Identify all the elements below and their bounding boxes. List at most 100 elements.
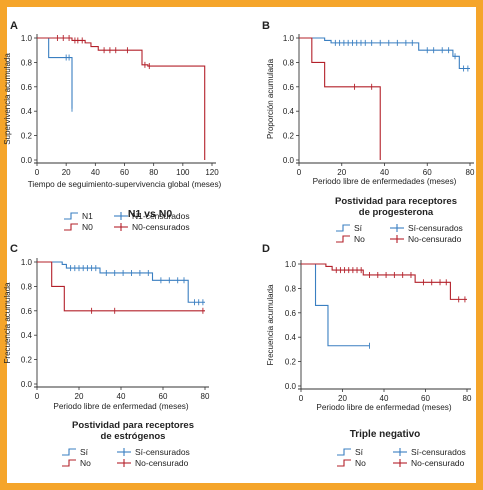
y-tick-label: 0.0 xyxy=(285,382,297,391)
legend-line-swatch xyxy=(337,448,351,456)
legend-label: N0 xyxy=(82,222,93,232)
x-axis-label: Periodo libre de enfermedad (meses) xyxy=(53,402,188,411)
x-tick-label: 0 xyxy=(299,394,304,403)
y-tick-label: 0.6 xyxy=(285,309,297,318)
legend-label: Sí-censurados xyxy=(135,447,190,457)
legend-label: Sí xyxy=(355,447,364,457)
x-tick-label: 20 xyxy=(75,392,84,401)
x-tick-label: 120 xyxy=(205,168,219,177)
x-tick-label: 40 xyxy=(380,394,389,403)
y-axis-label: Frecuencia acumulada xyxy=(266,284,275,365)
y-tick-label: 0.2 xyxy=(21,132,33,141)
y-tick-label: 0.4 xyxy=(283,107,295,116)
x-tick-label: 60 xyxy=(120,168,129,177)
series-line-Sí xyxy=(299,37,470,70)
x-tick-label: 80 xyxy=(201,392,210,401)
y-tick-label: 0.8 xyxy=(285,284,297,293)
y-tick-label: 0.6 xyxy=(21,83,33,92)
x-tick-label: 20 xyxy=(337,168,346,177)
panel-a: A 0.0 0.2 0.4 0.6 0.8 1.0 0 20 40 60 80 100 120 Tiemp… xyxy=(3,20,222,232)
y-tick-label: 1.0 xyxy=(283,34,295,43)
legend-label: N1 xyxy=(82,211,93,221)
x-tick-label: 80 xyxy=(466,168,475,177)
chart-title-b: Postividad para receptores de progesteron… xyxy=(335,196,457,218)
legend-label: Sí xyxy=(354,223,363,233)
y-tick-label: 0.0 xyxy=(21,380,33,389)
series-line-No xyxy=(299,37,381,160)
x-tick-label: 0 xyxy=(35,168,40,177)
panel-label-c: C xyxy=(10,243,18,255)
legend-label: No xyxy=(355,458,366,468)
x-tick-label: 80 xyxy=(149,168,158,177)
y-tick-label: 1.0 xyxy=(21,34,33,43)
x-tick-label: 40 xyxy=(91,168,100,177)
y-tick-label: 0.2 xyxy=(285,358,297,367)
plot-a: 0.0 0.2 0.4 0.6 0.8 1.0 0 20 40 60 80 100 120 Tiempo … xyxy=(3,34,222,232)
legend-line-swatch xyxy=(62,459,76,467)
y-tick-label: 0.4 xyxy=(21,107,33,116)
chart-title-a: N1 vs N0 xyxy=(128,208,173,220)
title-line: de estrógenos xyxy=(101,431,166,442)
legend-label: No-censurado xyxy=(408,234,462,244)
legend-item: No-censurado xyxy=(393,458,465,468)
legend-item: No xyxy=(337,458,366,468)
x-tick-label: 60 xyxy=(421,394,430,403)
y-tick-label: 0.8 xyxy=(283,58,295,67)
legend-label: No-censurado xyxy=(135,458,189,468)
series-line-N1 xyxy=(37,37,73,109)
x-tick-label: 0 xyxy=(297,168,302,177)
y-tick-label: 1.0 xyxy=(285,260,297,269)
legend-item: N0-censurados xyxy=(114,222,190,232)
chart-title-c: Postividad para receptores de estrógenos xyxy=(72,420,194,442)
y-tick-label: 0.8 xyxy=(21,58,33,67)
y-tick-label: 0.4 xyxy=(21,331,33,340)
y-axis-label: Frecuencia acumulada xyxy=(3,282,12,363)
legend-line-swatch xyxy=(64,212,78,220)
x-tick-label: 0 xyxy=(35,392,40,401)
series-line-Sí xyxy=(301,263,370,347)
x-tick-label: 40 xyxy=(117,392,126,401)
chart-title-d: Triple negativo xyxy=(350,429,421,440)
legend-item: Sí-censurados xyxy=(117,447,190,457)
legend-item: N1-censurados xyxy=(114,211,190,221)
y-tick-label: 0.6 xyxy=(21,307,33,316)
legend-line-swatch xyxy=(336,235,350,243)
x-axis-label: Periodo libre de enfermedades (meses) xyxy=(313,177,457,186)
x-axis-label: Tiempo de seguimiento-supervivencia glob… xyxy=(28,180,222,189)
legend-item: N0 xyxy=(64,222,93,232)
panel-label-b: B xyxy=(262,20,270,32)
x-tick-label: 60 xyxy=(423,168,432,177)
legend-item: Sí-censurados xyxy=(390,223,463,233)
legend-label: N1-censurados xyxy=(132,211,190,221)
x-tick-label: 100 xyxy=(176,168,190,177)
x-tick-label: 20 xyxy=(62,168,71,177)
series-line-N0 xyxy=(37,37,206,160)
panel-d: D 0.0 0.2 0.4 0.6 0.8 1.0 0 20 40 60 80 Periodo lib… xyxy=(262,243,472,468)
y-tick-label: 0.8 xyxy=(21,282,33,291)
title-line: Postividad para receptores xyxy=(335,196,457,207)
legend-item: No-censurado xyxy=(117,458,189,468)
x-tick-label: 40 xyxy=(380,168,389,177)
x-tick-label: 20 xyxy=(338,394,347,403)
series-line-Sí xyxy=(37,261,205,303)
y-tick-label: 0.6 xyxy=(283,83,295,92)
legend-line-swatch xyxy=(64,223,78,231)
legend-label: N0-censurados xyxy=(132,222,190,232)
x-tick-label: 80 xyxy=(463,394,472,403)
legend-item: Sí-censurados xyxy=(393,447,466,457)
legend-label: No xyxy=(80,458,91,468)
legend-label: Sí xyxy=(80,447,89,457)
plot-b: 0.0 0.2 0.4 0.6 0.8 1.0 0 20 40 60 80 Periodo libre… xyxy=(266,34,475,244)
legend-item: No xyxy=(62,458,91,468)
y-tick-label: 0.4 xyxy=(285,333,297,342)
title-line: Postividad para receptores xyxy=(72,420,194,431)
legend-item: Sí xyxy=(337,447,364,457)
legend-label: No-censurado xyxy=(411,458,465,468)
series-line-No xyxy=(37,261,205,312)
panel-b: B 0.0 0.2 0.4 0.6 0.8 1.0 0 20 40 60 80 Periodo lib… xyxy=(262,20,475,244)
x-axis-label: Periodo libre de enfermedad (meses) xyxy=(316,403,451,412)
plot-d: 0.0 0.2 0.4 0.6 0.8 1.0 0 20 40 60 80 Periodo libre… xyxy=(266,260,472,468)
y-axis-label: Supervivencia acumulada xyxy=(3,53,12,145)
